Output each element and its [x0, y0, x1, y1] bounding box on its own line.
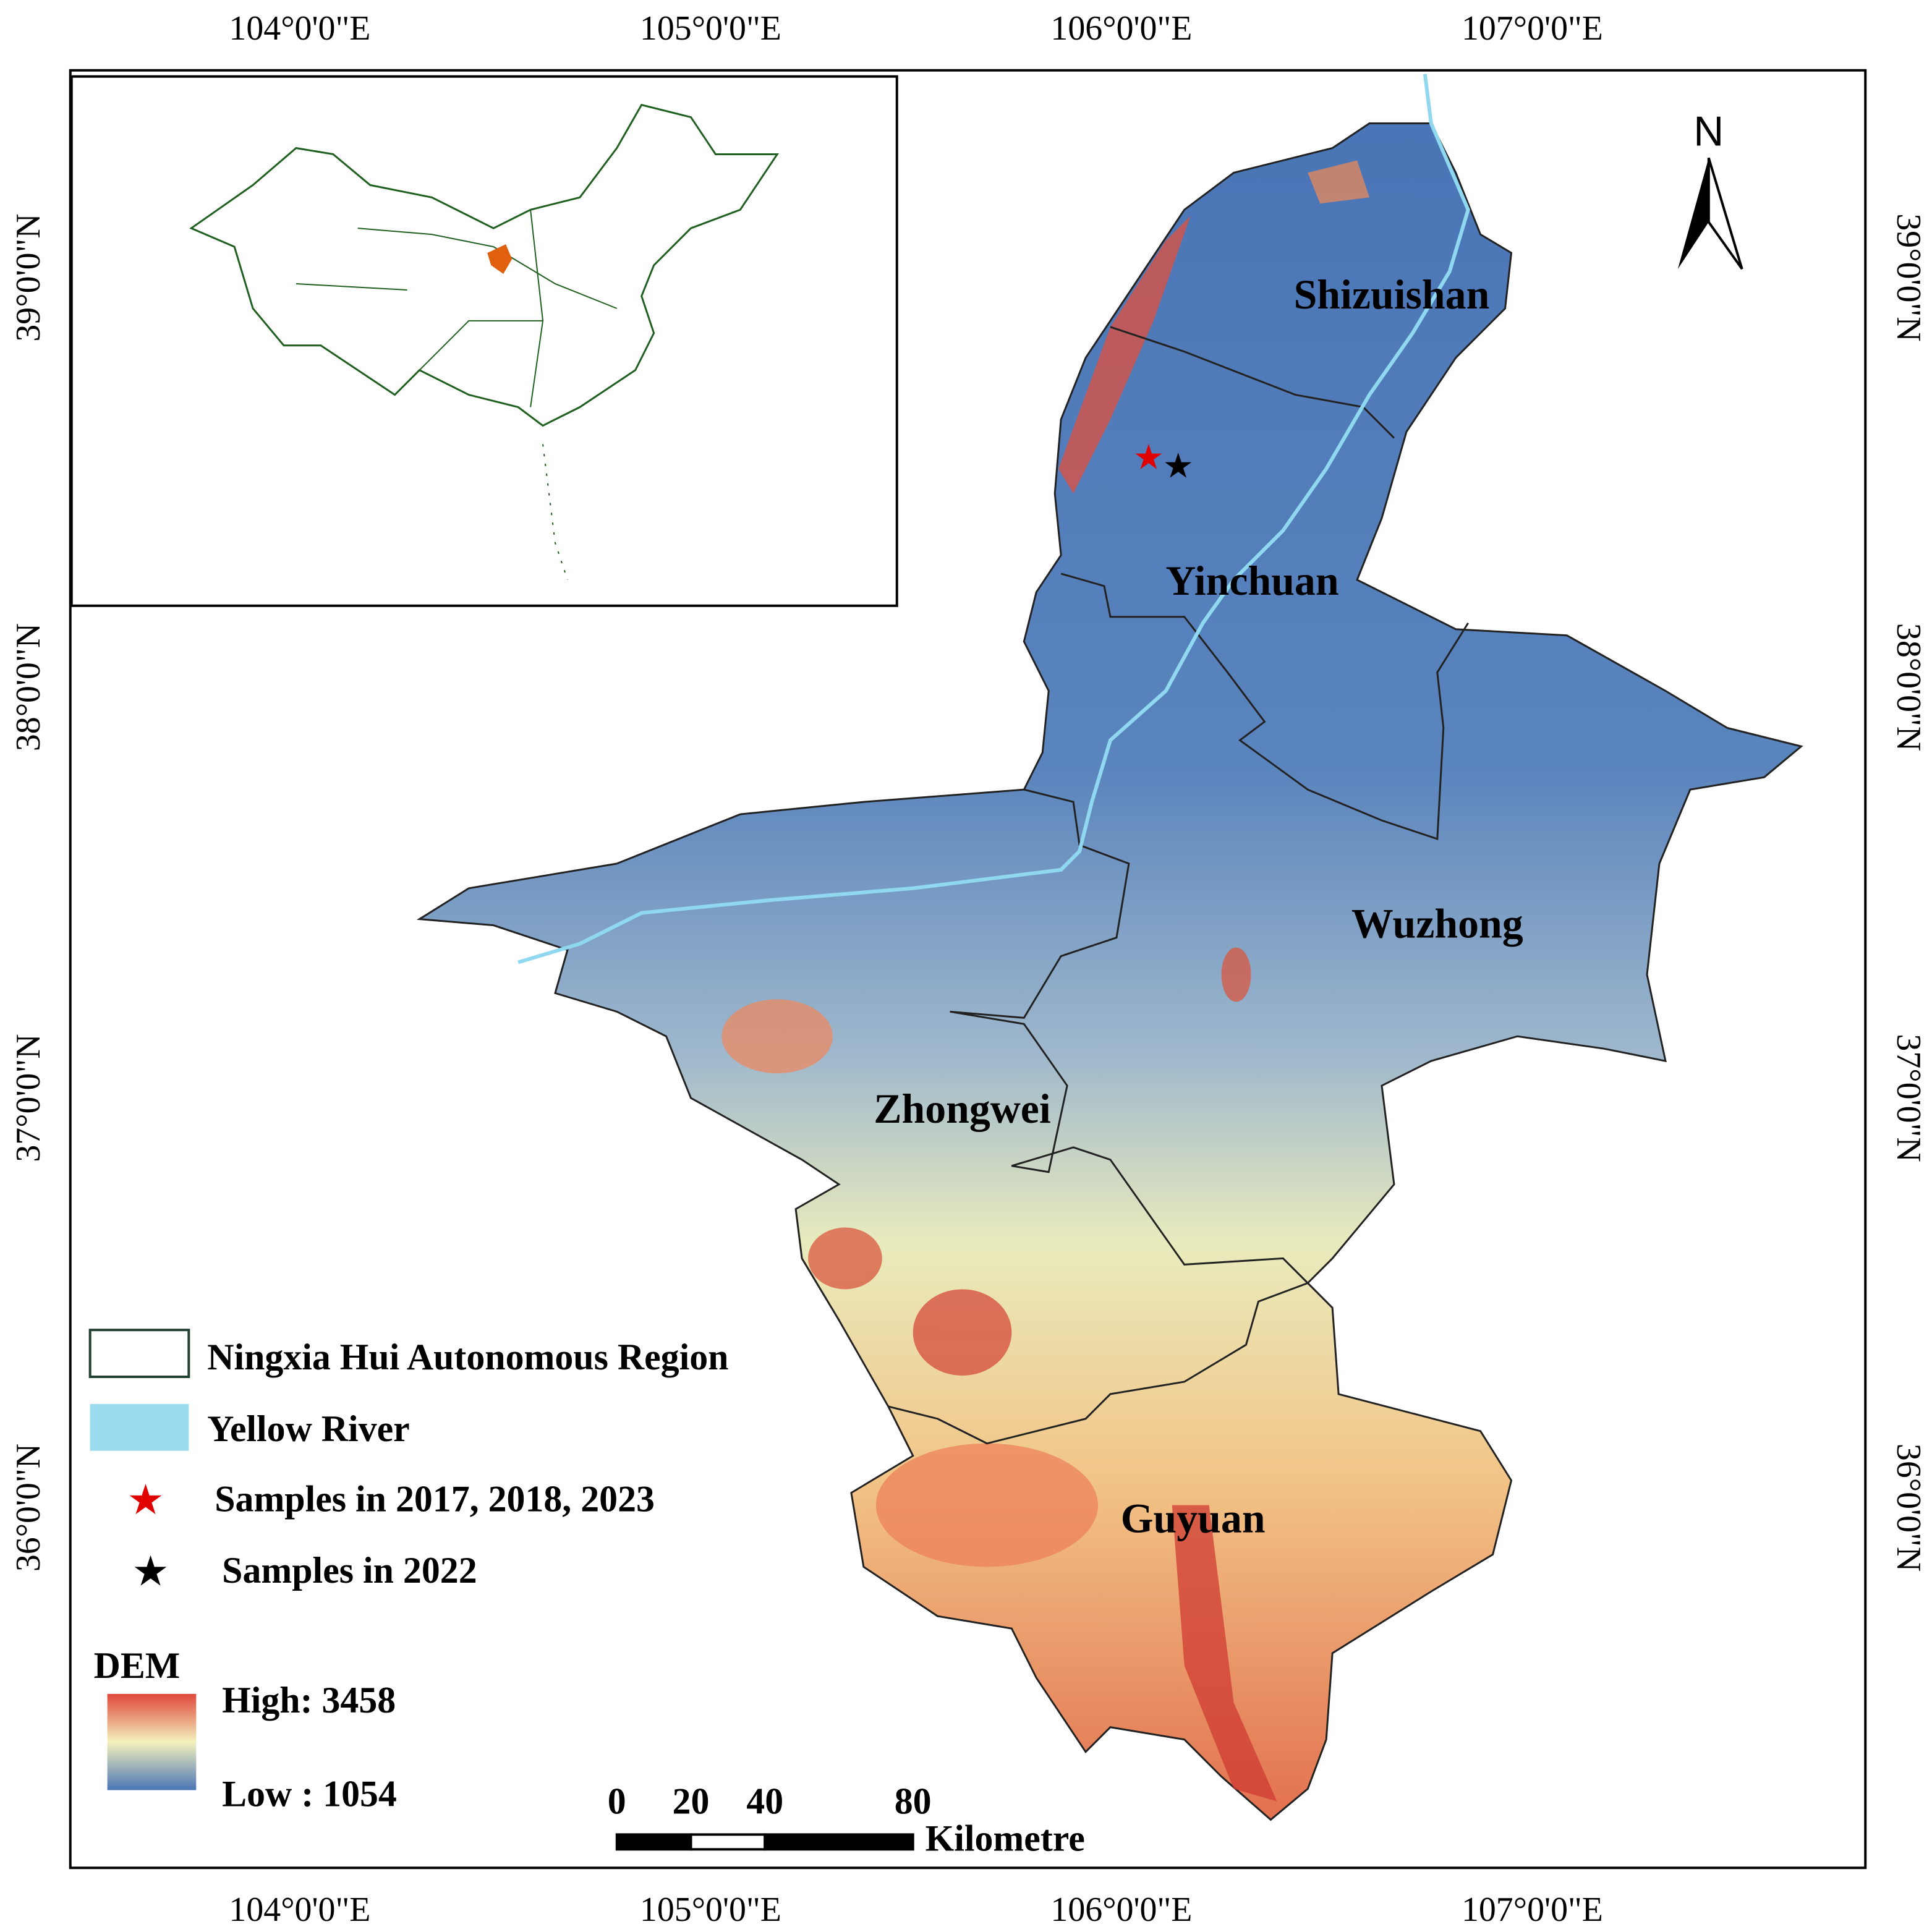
legend-star-red: ★ [129, 1480, 163, 1521]
dem-low: Low : 1054 [222, 1773, 397, 1814]
north-arrow [1677, 158, 1709, 270]
inset-ningxia [487, 244, 513, 274]
coord-label: 37°0'0"N [9, 1034, 48, 1162]
legend-label: Ningxia Hui Autonomous Region [207, 1337, 728, 1377]
scale-tick-label: 0 [608, 1781, 626, 1821]
north-label: N [1693, 108, 1724, 155]
legend-star-black: ★ [134, 1551, 168, 1592]
coord-label: 104°0'0"E [229, 1891, 370, 1929]
scale-tick-label: 80 [895, 1781, 932, 1821]
relief [721, 160, 1370, 1802]
coord-label: 36°0'0"N [1889, 1444, 1928, 1572]
region-label: Wuzhong [1351, 901, 1523, 947]
yellow-river [517, 74, 1470, 964]
region-label: Yinchuan [1165, 558, 1338, 604]
coord-label: 38°0'0"N [9, 623, 48, 751]
top-coords: 104°0'0"E 105°0'0"E 106°0'0"E 107°0'0"E [229, 9, 1603, 48]
inset-islands [542, 444, 568, 581]
coord-label: 37°0'0"N [1889, 1034, 1928, 1162]
dem-high: High: 3458 [222, 1680, 396, 1721]
coord-label: 105°0'0"E [640, 9, 781, 48]
legend-label: Yellow River [207, 1408, 409, 1449]
inset-frame [70, 75, 898, 607]
coord-label: 105°0'0"E [640, 1891, 781, 1929]
sample-star-red: ★ [1133, 438, 1164, 477]
scale-bar: Kilometre 0 20 40 80 [608, 1781, 1085, 1858]
scale-segment [764, 1833, 914, 1851]
scale-segment [615, 1833, 692, 1851]
region-label: Shizuishan [1294, 271, 1490, 318]
legend: Ningxia Hui Autonomous Region Yellow Riv… [88, 1329, 728, 1814]
legend-label: Samples in 2022 [222, 1550, 477, 1591]
inset-provinces [296, 210, 618, 407]
coord-label: 39°0'0"N [9, 213, 48, 341]
coord-label: 106°0'0"E [1050, 9, 1192, 48]
map-frame [69, 69, 1867, 1870]
legend-label: Samples in 2017, 2018, 2023 [215, 1479, 655, 1520]
left-coords: 39°0'0"N 38°0'0"N 37°0'0"N 36°0'0"N [9, 213, 48, 1572]
right-coords: 39°0'0"N 38°0'0"N 37°0'0"N 36°0'0"N [1889, 213, 1928, 1572]
scale-unit: Kilometre [926, 1818, 1085, 1858]
coord-label: 104°0'0"E [229, 9, 370, 48]
region-labels: Shizuishan Yinchuan Wuzhong Zhongwei Guy… [874, 271, 1523, 1542]
bottom-coords: 104°0'0"E 105°0'0"E 106°0'0"E 107°0'0"E [229, 1891, 1603, 1929]
legend-swatch [88, 1329, 190, 1379]
dem-title: DEM [94, 1645, 181, 1686]
sample-star-black: ★ [1163, 447, 1194, 485]
coord-label: 38°0'0"N [1889, 623, 1928, 751]
coord-label: 106°0'0"E [1050, 1891, 1192, 1929]
coord-label: 39°0'0"N [1889, 213, 1928, 341]
coord-label: 107°0'0"E [1462, 1891, 1603, 1929]
region-label: Guyuan [1121, 1495, 1266, 1541]
scale-segment [689, 1833, 767, 1851]
prefecture-borders [888, 326, 1469, 1445]
coord-label: 36°0'0"N [9, 1444, 48, 1572]
scale-tick-label: 40 [746, 1781, 783, 1821]
coord-label: 107°0'0"E [1462, 9, 1603, 48]
region-label: Zhongwei [874, 1086, 1050, 1132]
inset-china [189, 103, 779, 427]
dem-ramp [107, 1693, 197, 1790]
north-arrow [1707, 157, 1743, 270]
ningxia-dem [416, 122, 1803, 1821]
legend-swatch [90, 1403, 189, 1451]
scale-tick-label: 20 [673, 1781, 710, 1821]
